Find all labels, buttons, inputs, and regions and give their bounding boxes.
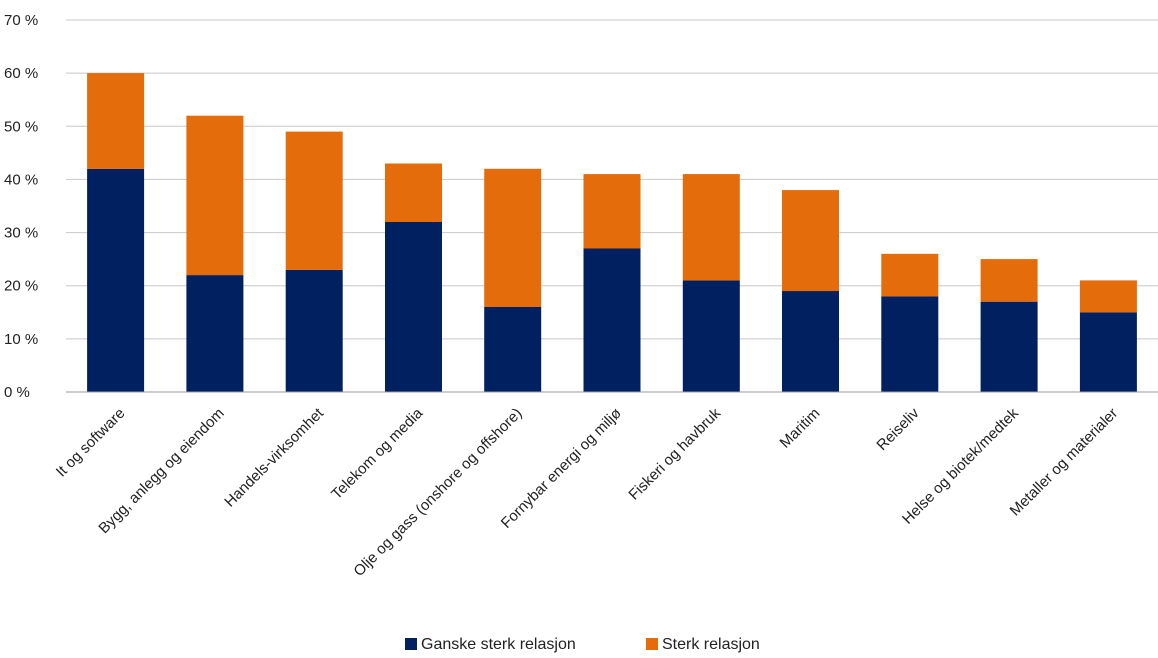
bar-segment-sterk <box>881 253 939 297</box>
y-tick-label: 20 % <box>4 278 38 295</box>
category-label: Helse og biotek/medtek <box>899 404 1022 527</box>
bar-segment-sterk <box>385 163 442 222</box>
legend-label: Ganske sterk relasjon <box>421 636 576 653</box>
bar-segment-sterk <box>782 190 839 292</box>
y-tick-label: 10 % <box>4 331 38 348</box>
category-label: Olje og gass (onshore og offshore) <box>350 405 525 580</box>
bar-segment-sterk <box>484 168 542 307</box>
bar-segment-ganske-sterk <box>87 168 145 392</box>
y-axis-tick-labels: 0 % 10 % 20 % 30 % 40 % 50 % 60 % 70 % <box>4 12 38 401</box>
category-label: Telekom og media <box>328 404 427 503</box>
bar-segment-ganske-sterk <box>285 269 343 392</box>
bar-segment-ganske-sterk <box>186 275 244 392</box>
y-tick-label: 0 % <box>4 384 30 401</box>
bar-segment-ganske-sterk <box>583 248 641 392</box>
bars <box>87 73 1137 392</box>
y-tick-label: 30 % <box>4 225 38 242</box>
bar-segment-ganske-sterk <box>484 307 542 392</box>
category-label: Fiskeri og havbruk <box>625 404 724 503</box>
y-tick-label: 50 % <box>4 118 38 135</box>
bar-segment-ganske-sterk <box>782 291 839 392</box>
bar-segment-ganske-sterk <box>682 280 740 392</box>
bar-segment-ganske-sterk <box>980 301 1038 392</box>
bar-segment-ganske-sterk <box>1079 312 1137 392</box>
bar-segment-sterk <box>1079 280 1137 313</box>
bar-segment-sterk <box>980 259 1038 302</box>
category-label: It og software <box>53 405 129 481</box>
legend-label: Sterk relasjon <box>662 636 760 653</box>
y-tick-label: 40 % <box>4 171 38 188</box>
bar-segment-sterk <box>285 131 343 270</box>
category-label: Reiseliv <box>873 404 923 454</box>
bar-segment-sterk <box>186 115 244 276</box>
bar-segment-sterk <box>682 174 740 281</box>
legend-swatch <box>405 638 417 650</box>
y-tick-label: 60 % <box>4 65 38 82</box>
category-label: Maritim <box>777 405 824 452</box>
y-tick-label: 70 % <box>4 12 38 29</box>
bar-segment-sterk <box>87 73 145 169</box>
legend-swatch <box>646 638 658 650</box>
bar-segment-ganske-sterk <box>385 221 442 392</box>
category-label: Metaller og materialer <box>1007 405 1122 520</box>
legend: Ganske sterk relasjon Sterk relasjon <box>405 636 760 653</box>
bar-segment-ganske-sterk <box>881 296 939 392</box>
category-label: Handels-virksomhet <box>221 404 327 510</box>
bar-segment-sterk <box>583 174 641 249</box>
